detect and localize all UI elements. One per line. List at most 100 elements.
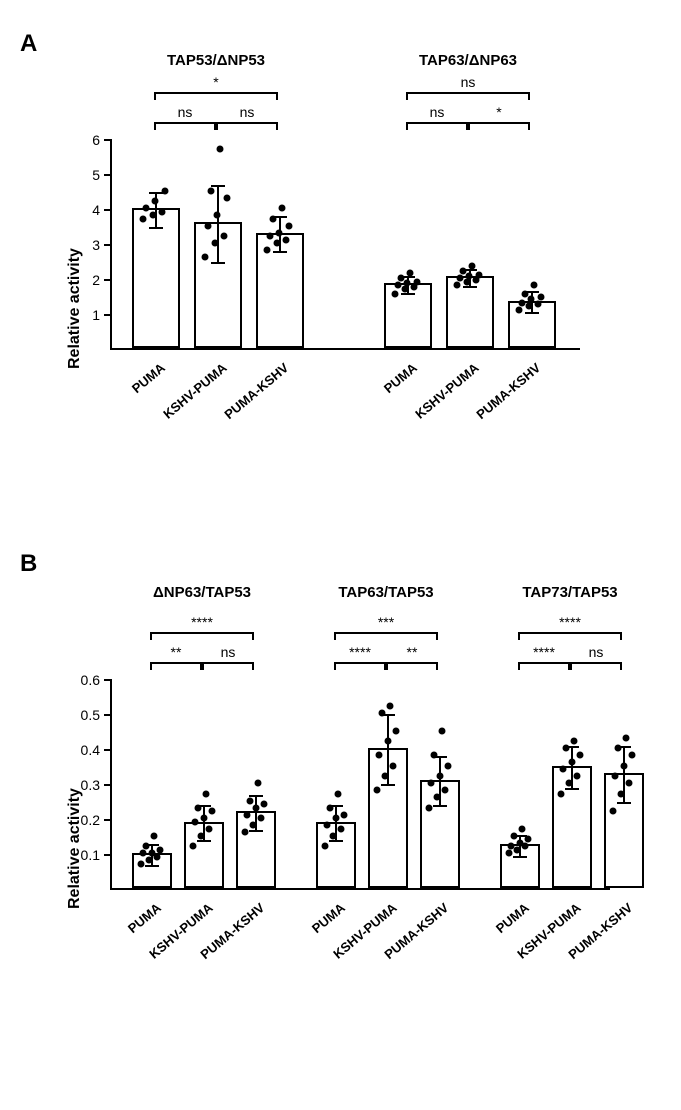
- error-cap: [249, 795, 263, 797]
- data-point: [139, 215, 146, 222]
- significance-label: ns: [178, 104, 193, 120]
- group-title: TAP63/TAP53: [338, 584, 433, 601]
- ytick-label: 4: [92, 202, 100, 218]
- data-point: [334, 790, 341, 797]
- data-point: [142, 205, 149, 212]
- panel-b: B Relative activity 0.10.20.30.40.50.6PU…: [20, 550, 661, 1030]
- ytick: [104, 819, 112, 821]
- significance-bracket: [468, 122, 530, 130]
- data-point: [217, 145, 224, 152]
- data-point: [524, 836, 531, 843]
- error-cap: [513, 856, 527, 858]
- data-point: [254, 780, 261, 787]
- ytick-label: 2: [92, 272, 100, 288]
- data-point: [376, 752, 383, 759]
- ytick-label: 3: [92, 237, 100, 253]
- ytick-label: 6: [92, 132, 100, 148]
- data-point: [570, 738, 577, 745]
- significance-label: ns: [461, 74, 476, 90]
- data-point: [208, 808, 215, 815]
- data-point: [414, 278, 421, 285]
- data-point: [506, 850, 513, 857]
- x-category-label: KSHV-PUMA: [160, 360, 229, 422]
- group-title: ΔNP63/TAP53: [153, 584, 251, 601]
- data-point: [276, 229, 283, 236]
- data-point: [442, 787, 449, 794]
- data-point: [340, 811, 347, 818]
- significance-bracket: [154, 92, 278, 100]
- data-point: [444, 762, 451, 769]
- significance-bracket: [334, 662, 386, 670]
- x-category-label: KSHV-PUMA: [412, 360, 481, 422]
- data-point: [246, 797, 253, 804]
- data-point: [378, 710, 385, 717]
- ytick-label: 0.2: [81, 812, 100, 828]
- data-point: [434, 794, 441, 801]
- data-point: [207, 187, 214, 194]
- data-point: [510, 832, 517, 839]
- data-point: [614, 745, 621, 752]
- error-cap: [617, 802, 631, 804]
- data-point: [538, 294, 545, 301]
- data-point: [620, 762, 627, 769]
- data-point: [626, 780, 633, 787]
- error-cap: [463, 286, 477, 288]
- error-cap: [273, 251, 287, 253]
- panel-a-label: A: [20, 30, 37, 58]
- data-point: [390, 762, 397, 769]
- data-point: [394, 282, 401, 289]
- data-point: [152, 198, 159, 205]
- ytick: [104, 714, 112, 716]
- data-point: [322, 843, 329, 850]
- error-cap: [211, 185, 225, 187]
- error-cap: [433, 805, 447, 807]
- ytick: [104, 174, 112, 176]
- data-point: [518, 299, 525, 306]
- significance-bracket: [406, 92, 530, 100]
- significance-bracket: [150, 662, 202, 670]
- significance-bracket: [406, 122, 468, 130]
- data-point: [263, 247, 270, 254]
- panel-a: A Relative activity 123456PUMAKSHV-PUMAP…: [20, 30, 661, 490]
- ytick-label: 5: [92, 167, 100, 183]
- ytick: [104, 209, 112, 211]
- significance-label: ns: [221, 644, 236, 660]
- data-point: [558, 790, 565, 797]
- error-cap: [329, 840, 343, 842]
- data-point: [610, 808, 617, 815]
- data-point: [221, 233, 228, 240]
- data-point: [404, 280, 411, 287]
- error-cap: [381, 784, 395, 786]
- data-point: [618, 790, 625, 797]
- data-point: [214, 212, 221, 219]
- error-cap: [211, 262, 225, 264]
- x-category-label: PUMA: [125, 900, 164, 936]
- ytick-label: 1: [92, 307, 100, 323]
- data-point: [391, 290, 398, 297]
- ytick: [104, 679, 112, 681]
- data-point: [192, 818, 199, 825]
- ytick-label: 0.1: [81, 847, 100, 863]
- data-point: [202, 790, 209, 797]
- data-point: [260, 801, 267, 808]
- ytick-label: 0.6: [81, 672, 100, 688]
- panel-a-chart: Relative activity 123456PUMAKSHV-PUMAPUM…: [110, 30, 661, 460]
- ytick: [104, 244, 112, 246]
- data-point: [469, 262, 476, 269]
- data-point: [204, 222, 211, 229]
- ytick: [104, 784, 112, 786]
- data-point: [198, 832, 205, 839]
- data-point: [386, 703, 393, 710]
- error-cap: [525, 312, 539, 314]
- significance-bracket: [216, 122, 278, 130]
- data-point: [330, 832, 337, 839]
- data-point: [515, 306, 522, 313]
- data-point: [279, 205, 286, 212]
- data-point: [286, 222, 293, 229]
- data-point: [150, 832, 157, 839]
- data-point: [252, 804, 259, 811]
- bar: [132, 208, 180, 348]
- significance-label: **: [407, 644, 418, 660]
- ytick-label: 0.5: [81, 707, 100, 723]
- data-point: [200, 815, 207, 822]
